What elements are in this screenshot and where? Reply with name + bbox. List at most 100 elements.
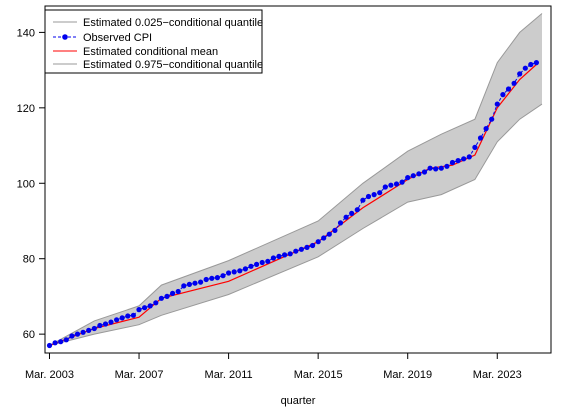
observed-cpi-point — [102, 321, 109, 327]
y-tick-label: 60 — [23, 329, 35, 341]
observed-cpi-point — [158, 295, 164, 301]
y-tick-label: 140 — [17, 27, 35, 39]
observed-cpi-point — [125, 313, 131, 319]
observed-cpi-point — [427, 165, 433, 171]
observed-cpi-point — [74, 331, 81, 337]
x-axis: Mar. 2003 Mar. 2007 Mar. 2011 Mar. 2015 Mar.… — [25, 352, 522, 381]
observed-cpi-point — [349, 210, 355, 216]
y-tick-label: 120 — [17, 103, 35, 115]
observed-cpi-point — [533, 60, 540, 66]
observed-cpi-point — [153, 300, 159, 306]
legend-label-mean: Estimated conditional mean — [83, 46, 218, 58]
observed-cpi-point — [483, 126, 489, 132]
observed-cpi-point — [287, 251, 293, 257]
observed-cpi-point — [298, 246, 304, 252]
observed-cpi-point — [500, 92, 506, 98]
observed-cpi-point — [254, 261, 260, 267]
conditional-mean-line — [49, 64, 537, 347]
observed-cpi-point — [310, 242, 316, 249]
observed-cpi-point — [198, 279, 204, 285]
observed-cpi-point — [315, 239, 321, 245]
observed-cpi-point — [237, 268, 243, 274]
observed-cpi-point — [130, 312, 136, 318]
observed-cpi-point — [461, 156, 467, 162]
observed-cpi-point — [214, 275, 220, 281]
conditional-mean-layer — [49, 64, 537, 347]
quantile-band — [49, 13, 543, 346]
observed-cpi-point — [203, 276, 209, 283]
observed-cpi-point — [405, 175, 411, 181]
observed-cpi-point — [209, 275, 215, 281]
observed-cpi-point — [433, 166, 439, 172]
observed-cpi-point — [455, 158, 461, 164]
observed-cpi-point — [332, 227, 338, 233]
legend: Estimated 0.025−conditional quantile Obs… — [44, 9, 263, 74]
lower-quantile-line — [49, 103, 543, 346]
observed-cpi-point — [58, 339, 64, 345]
observed-cpi-point — [175, 288, 181, 295]
y-tick-label: 100 — [17, 178, 35, 190]
observed-cpi-point — [416, 171, 422, 177]
observed-cpi-point — [304, 244, 310, 250]
observed-cpi-point — [80, 329, 86, 335]
observed-cpi-point — [517, 71, 523, 77]
observed-cpi-point — [248, 263, 254, 269]
observed-cpi-point — [382, 184, 388, 190]
observed-cpi-point — [293, 248, 299, 254]
y-axis: 60 80 100 120 140 — [17, 27, 46, 341]
legend-marker-observed — [62, 34, 68, 40]
y-tick-label: 80 — [23, 254, 35, 266]
observed-cpi-point — [444, 163, 450, 169]
observed-cpi-point — [321, 235, 327, 241]
observed-cpi-point — [97, 322, 103, 329]
x-tick-label: Mar. 2007 — [115, 369, 164, 381]
x-tick-label: Mar. 2003 — [25, 369, 74, 381]
x-tick-label: Mar. 2023 — [473, 369, 522, 381]
observed-cpi-point — [181, 283, 187, 289]
observed-cpi-point — [86, 327, 92, 333]
observed-cpi-point — [489, 116, 495, 122]
observed-cpi-point — [365, 193, 372, 200]
observed-cpi-point — [326, 231, 332, 237]
observed-cpi-point — [528, 61, 534, 68]
observed-cpi-point — [91, 325, 97, 332]
observed-cpi-point — [399, 179, 405, 185]
observed-cpi-point — [142, 305, 148, 311]
legend-label-observed: Observed CPI — [83, 32, 152, 44]
observed-cpi-point — [393, 181, 400, 187]
observed-cpi-point — [147, 303, 153, 309]
observed-cpi-point — [276, 253, 282, 259]
observed-cpi-point — [343, 214, 349, 220]
observed-cpi-point — [477, 135, 484, 141]
observed-cpi-point — [265, 258, 271, 264]
observed-cpi-point — [164, 293, 170, 299]
observed-cpi-point — [259, 259, 265, 266]
legend-label-upper-quantile: Estimated 0.975−conditional quantile — [83, 59, 263, 71]
upper-quantile-line — [49, 13, 543, 346]
observed-cpi-point — [421, 169, 428, 175]
observed-cpi-point — [46, 342, 53, 349]
observed-cpi-point — [388, 182, 394, 188]
observed-cpi-point — [242, 266, 248, 272]
observed-cpi-point — [472, 144, 478, 150]
observed-cpi-point — [52, 340, 58, 346]
x-axis-label: quarter — [281, 395, 316, 407]
observed-cpi-point — [270, 255, 276, 261]
observed-cpi-point — [282, 252, 288, 258]
observed-cpi-point — [505, 86, 512, 92]
observed-cpi-point — [522, 65, 528, 71]
observed-cpi-point — [119, 315, 125, 321]
observed-cpi-line — [49, 62, 537, 346]
observed-cpi-point — [192, 280, 198, 286]
observed-cpi-point — [377, 190, 383, 196]
quantile-band-fill — [49, 13, 542, 346]
legend-box — [44, 9, 263, 74]
observed-cpi-point — [337, 220, 344, 226]
observed-cpi-point — [63, 337, 69, 343]
x-tick-label: Mar. 2019 — [383, 369, 432, 381]
observed-cpi-point — [220, 273, 226, 279]
observed-cpi-point — [136, 307, 142, 313]
observed-cpi-point — [108, 319, 114, 325]
observed-cpi-point — [186, 281, 192, 287]
